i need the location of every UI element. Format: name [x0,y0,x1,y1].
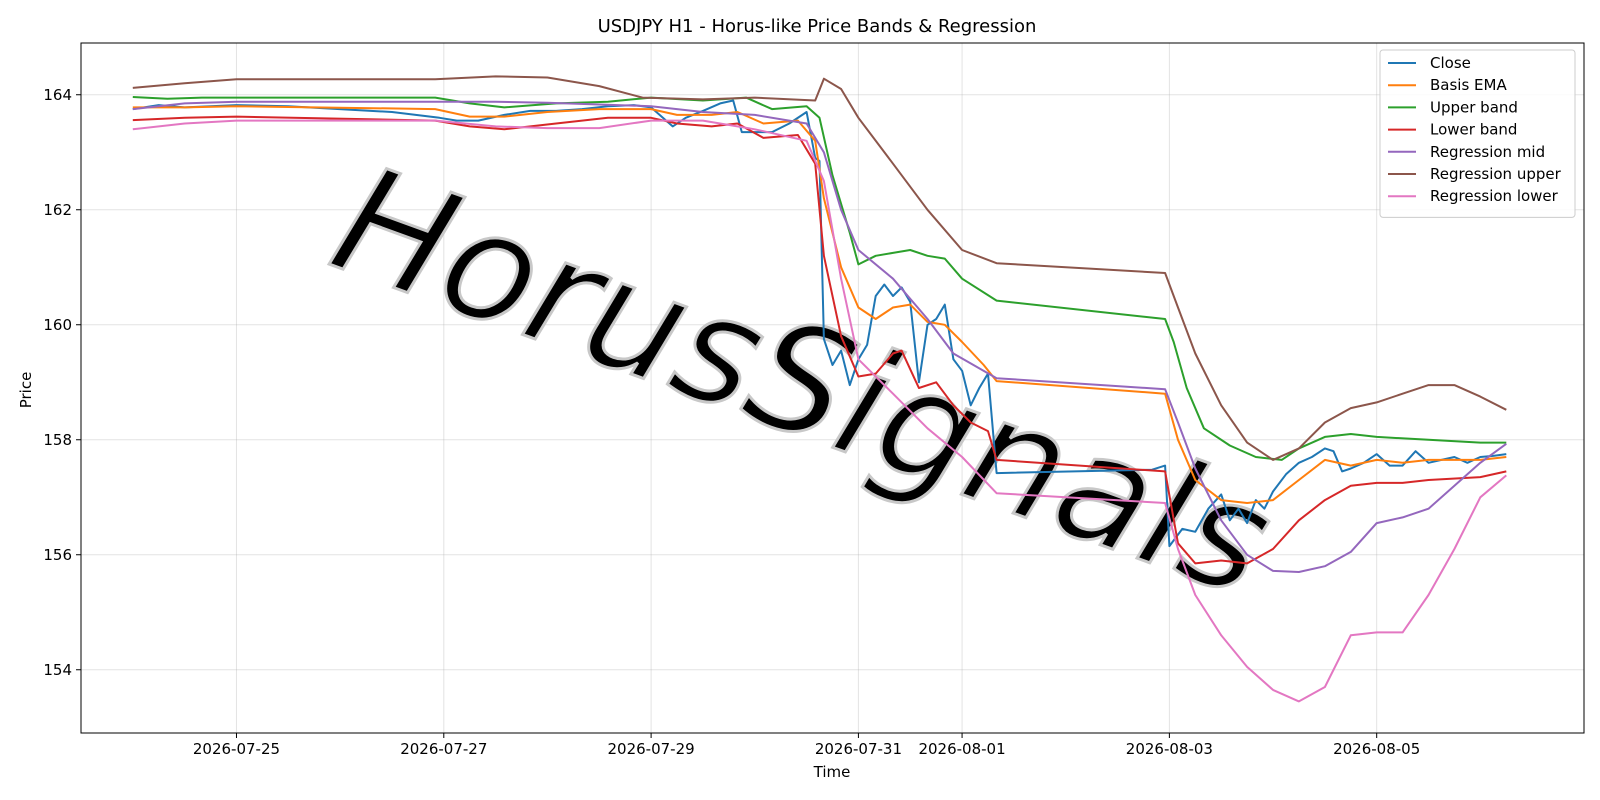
chart-title: USDJPY H1 - Horus-like Price Bands & Reg… [598,16,1037,37]
y-tick-label: 158 [43,431,72,449]
series-line-regression-upper [132,75,1507,461]
y-axis-ticks: 154 156 158 160 162 164 [43,86,81,679]
legend-label-regression-upper: Regression upper [1430,165,1562,183]
legend-label-regression-mid: Regression mid [1430,143,1545,161]
y-tick-label: 162 [43,201,72,219]
series-line-regression-mid [132,100,1507,573]
series-line-basis-ema [132,105,1507,504]
x-tick-label: 2026-07-25 [193,740,280,758]
grid [81,43,1584,733]
series-lines [132,75,1507,703]
y-tick-label: 160 [43,316,72,334]
legend-label-lower-band: Lower band [1430,121,1517,139]
y-tick-label: 154 [43,661,72,679]
x-tick-label: 2026-07-27 [400,740,487,758]
y-tick-label: 164 [43,86,72,104]
series-line-lower-band [132,115,1507,565]
legend-label-close: Close [1430,54,1471,72]
plot-frame [80,42,1585,734]
legend-box [1379,49,1576,218]
y-tick-label: 156 [43,546,72,564]
legend-label-regression-lower: Regression lower [1430,187,1559,205]
x-axis-ticks: 2026-07-25 2026-07-27 2026-07-29 2026-07-31… [193,733,1420,758]
x-tick-label: 2026-08-01 [918,740,1005,758]
legend-label-upper-band: Upper band [1430,98,1518,116]
x-tick-label: 2026-07-29 [608,740,695,758]
x-tick-label: 2026-08-03 [1126,740,1213,758]
x-tick-label: 2026-08-05 [1333,740,1420,758]
x-tick-label: 2026-07-31 [815,740,902,758]
legend-label-basis-ema: Basis EMA [1430,76,1507,94]
series-line-close [132,99,1507,548]
legend: Close Basis EMA Upper band Lower band Regres… [1379,49,1576,218]
y-axis-label: Price [17,372,35,409]
series-line-regression-lower [132,119,1507,703]
x-axis-label: Time [813,763,851,781]
